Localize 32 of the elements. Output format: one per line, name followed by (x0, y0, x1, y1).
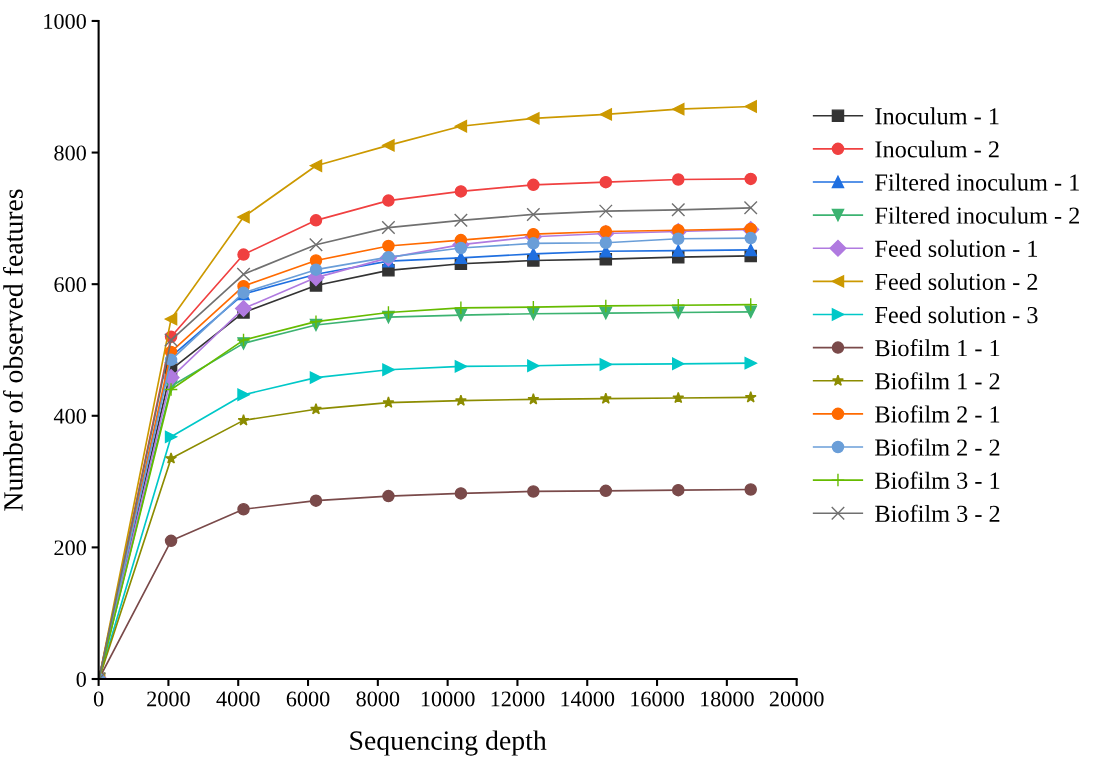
legend-label: Inoculum - 2 (875, 140, 999, 158)
legend-label: Biofilm 2 - 1 (875, 405, 1000, 423)
x-tick-label: 18000 (701, 691, 754, 707)
y-tick-label: 600 (54, 277, 86, 293)
x-tick-label: 20000 (769, 691, 824, 707)
x-tick-label: 16000 (631, 691, 684, 707)
x-tick-label: 10000 (421, 691, 475, 707)
x-tick-label: 6000 (286, 691, 330, 707)
legend-label: Filtered inoculum - 2 (875, 206, 1079, 224)
legend-label: Inoculum - 1 (875, 107, 999, 125)
legend-label: Filtered inoculum - 1 (875, 173, 1079, 191)
y-tick-label: 800 (54, 145, 86, 161)
x-tick-label: 4000 (216, 691, 260, 707)
y-tick-label: 200 (54, 540, 86, 556)
legend-label: Feed solution - 2 (875, 273, 1038, 291)
y-tick-label: 400 (53, 408, 86, 424)
legend-label: Feed solution - 1 (875, 239, 1038, 257)
legend-label: Feed solution - 3 (875, 306, 1038, 324)
x-tick-label: 2000 (147, 691, 190, 707)
legend-label: Biofilm 2 - 2 (875, 438, 1000, 456)
legend-label: Biofilm 3 - 2 (875, 504, 1000, 522)
x-tick-label: 14000 (561, 691, 615, 707)
legend-label: Biofilm 1 - 2 (875, 372, 1000, 390)
x-axis-title: Sequencing depth (350, 730, 547, 756)
x-tick-label: 0 (93, 691, 104, 707)
y-tick-label: 0 (76, 671, 86, 687)
legend-label: Biofilm 1 - 1 (875, 339, 1000, 357)
x-tick-label: 8000 (356, 691, 400, 707)
x-tick-label: 12000 (491, 691, 545, 707)
y-axis-title: Number of observed features (3, 189, 23, 511)
legend-label: Biofilm 3 - 1 (875, 471, 1000, 489)
y-tick-label: 1000 (44, 13, 86, 29)
